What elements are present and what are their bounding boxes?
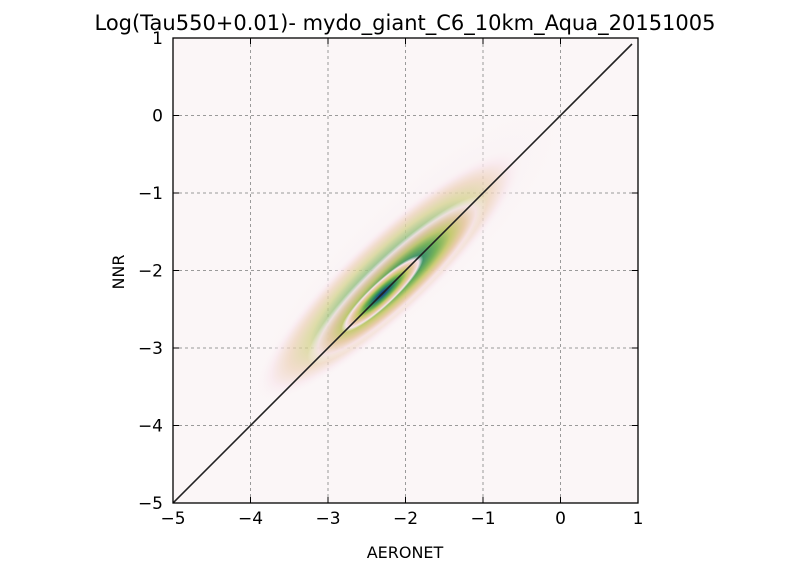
x-tick-label: −1	[470, 509, 495, 529]
y-axis-label: NNR	[109, 254, 128, 289]
x-tick-label: 1	[633, 509, 644, 529]
y-tick-label: 0	[152, 107, 163, 127]
y-tick-label: −5	[138, 494, 163, 514]
y-axis-ticks: −5 −4 −3 −2 −1 0 1	[138, 29, 638, 514]
y-tick-label: −3	[138, 339, 163, 359]
chart-title: Log(Tau550+0.01)- mydo_giant_C6_10km_Aqu…	[94, 11, 715, 36]
y-tick-label: −2	[138, 262, 163, 282]
x-axis-ticks: −5 −4 −3 −2 −1 0 1	[160, 38, 643, 529]
x-tick-label: −2	[393, 509, 418, 529]
one-to-one-line	[173, 43, 633, 503]
x-tick-label: 0	[555, 509, 566, 529]
y-tick-label: −4	[138, 417, 163, 437]
x-axis-label: AERONET	[367, 543, 444, 562]
x-tick-label: −3	[315, 509, 340, 529]
x-tick-label: −4	[238, 509, 263, 529]
y-tick-label: −1	[138, 184, 163, 204]
x-tick-label: −5	[160, 509, 185, 529]
y-tick-label: 1	[152, 29, 163, 49]
